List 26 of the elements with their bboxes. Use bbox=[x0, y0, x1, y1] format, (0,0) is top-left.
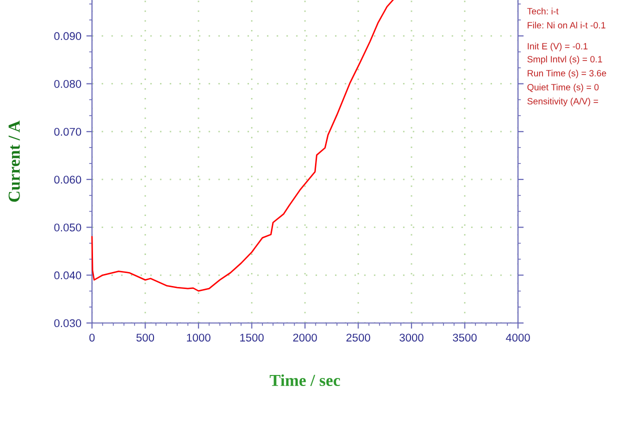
x-tick-label: 1500 bbox=[240, 334, 264, 342]
y-tick-label: 0.090 bbox=[54, 32, 82, 40]
y-tick-label: 0.070 bbox=[54, 128, 82, 136]
y-tick-label: 0.030 bbox=[54, 319, 82, 328]
text: Init E (V) = -0.1 bbox=[528, 42, 588, 52]
x-tick-label: 3500 bbox=[452, 334, 477, 342]
y-tick-label: 0.050 bbox=[54, 224, 82, 232]
text: Smpl Intvl (s) = 0.1 bbox=[527, 56, 602, 64]
x-tick-label: 2000 bbox=[293, 334, 317, 342]
x-axis-title: Time / sec bbox=[270, 374, 340, 386]
x-tick-label: 500 bbox=[136, 334, 154, 342]
y-tick-label: 0.040 bbox=[54, 271, 82, 280]
text: Sensitivity (A/V) = bbox=[527, 98, 598, 106]
x-tick-label: 1000 bbox=[186, 334, 210, 342]
text: Quiet Time (s) = 0 bbox=[527, 84, 599, 92]
x-tick-label: 4000 bbox=[506, 334, 530, 342]
y-axis-title: Current / A bbox=[8, 120, 20, 202]
y-tick-label: 0.080 bbox=[54, 80, 82, 88]
x-tick-label: 3000 bbox=[400, 334, 424, 342]
x-tick-label: 0 bbox=[89, 334, 95, 342]
text: File: Ni on Al i-t -0.1 bbox=[528, 22, 606, 28]
text: Tech: i-t bbox=[527, 8, 559, 14]
x-tick-label: 2500 bbox=[346, 334, 370, 342]
text: Run Time (s) = 3.6e bbox=[528, 70, 606, 78]
y-tick-label: 0.060 bbox=[54, 176, 82, 184]
line-series bbox=[91, 0, 394, 292]
